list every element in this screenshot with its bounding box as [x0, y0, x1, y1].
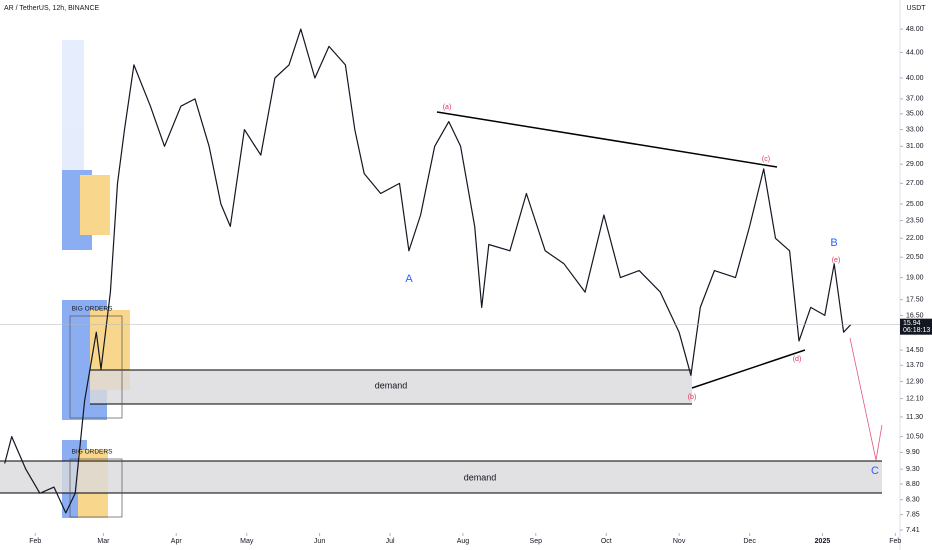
y-tick-label: 19.00 — [906, 274, 924, 281]
countdown-label: 06:18:13 — [903, 327, 930, 334]
x-tick-label: Dec — [743, 538, 756, 545]
y-tick-label: 14.50 — [906, 347, 924, 354]
x-tick-label: Feb — [29, 538, 41, 545]
y-tick-label: 33.00 — [906, 126, 924, 133]
y-tick-label: 17.50 — [906, 296, 924, 303]
y-tick-label: 35.00 — [906, 111, 924, 118]
demand-zone — [0, 461, 882, 493]
y-tick-label: 37.00 — [906, 96, 924, 103]
x-tick-label: Oct — [601, 538, 612, 545]
triangle-line — [436, 111, 778, 168]
y-tick-label: 22.00 — [906, 235, 924, 242]
y-tick-label: 10.50 — [906, 433, 924, 440]
x-tick-label: Feb — [889, 538, 901, 545]
x-tick-label: Nov — [673, 538, 686, 545]
chart-title: AR / TetherUS, 12h, BINANCE — [4, 5, 100, 12]
annotation: BIG ORDERS — [72, 449, 113, 456]
triangle-line — [691, 349, 806, 389]
y-tick-label: 8.30 — [906, 497, 920, 504]
price-line — [4, 28, 852, 514]
currency-label: USDT — [906, 5, 926, 12]
y-tick-label: 31.00 — [906, 143, 924, 150]
projection-arrow — [849, 337, 883, 461]
x-tick-label: Sep — [530, 538, 543, 545]
y-tick-label: 12.90 — [906, 378, 924, 385]
y-tick-label: 44.00 — [906, 49, 924, 56]
y-tick-label: 20.50 — [906, 254, 924, 261]
annotation: B — [830, 237, 837, 249]
annotation: (b) — [688, 394, 697, 401]
x-tick-label: Aug — [457, 538, 470, 545]
profile-block — [62, 40, 84, 170]
x-tick-label: Mar — [97, 538, 110, 545]
y-tick-label: 25.00 — [906, 201, 924, 208]
annotation: C — [871, 465, 879, 477]
y-tick-label: 9.30 — [906, 466, 920, 473]
y-tick-label: 7.85 — [906, 511, 920, 518]
y-tick-label: 8.80 — [906, 481, 920, 488]
y-tick-label: 13.70 — [906, 362, 924, 369]
profile-block — [80, 175, 110, 235]
y-tick-label: 27.00 — [906, 180, 924, 187]
y-tick-label: 23.50 — [906, 217, 924, 224]
y-tick-label: 40.00 — [906, 75, 924, 82]
orders-box — [69, 458, 123, 518]
annotation: A — [405, 273, 413, 285]
y-tick-label: 7.41 — [906, 527, 920, 534]
y-tick-label: 48.00 — [906, 26, 924, 33]
x-tick-label: Jul — [386, 538, 395, 545]
annotation: demand — [375, 380, 408, 390]
y-tick-label: 9.90 — [906, 449, 920, 456]
annotation: (a) — [443, 104, 452, 111]
orders-box — [69, 315, 123, 419]
demand-zone — [90, 370, 692, 404]
x-tick-label: May — [240, 538, 254, 545]
y-tick-label: 16.50 — [906, 312, 924, 319]
x-tick-label: Apr — [171, 538, 183, 545]
annotation: demand — [464, 472, 497, 482]
x-tick-label: 2025 — [815, 538, 831, 545]
annotation: (d) — [793, 356, 802, 363]
last-price-label: 15.94 — [903, 320, 921, 327]
annotation: (c) — [762, 156, 770, 163]
y-tick-label: 29.00 — [906, 161, 924, 168]
y-tick-label: 12.10 — [906, 395, 924, 402]
annotation: (e) — [832, 257, 841, 264]
annotation: BIG ORDERS — [72, 306, 113, 313]
x-tick-label: Jun — [314, 538, 325, 545]
last-price-box — [900, 318, 932, 335]
y-tick-label: 11.30 — [906, 414, 923, 421]
